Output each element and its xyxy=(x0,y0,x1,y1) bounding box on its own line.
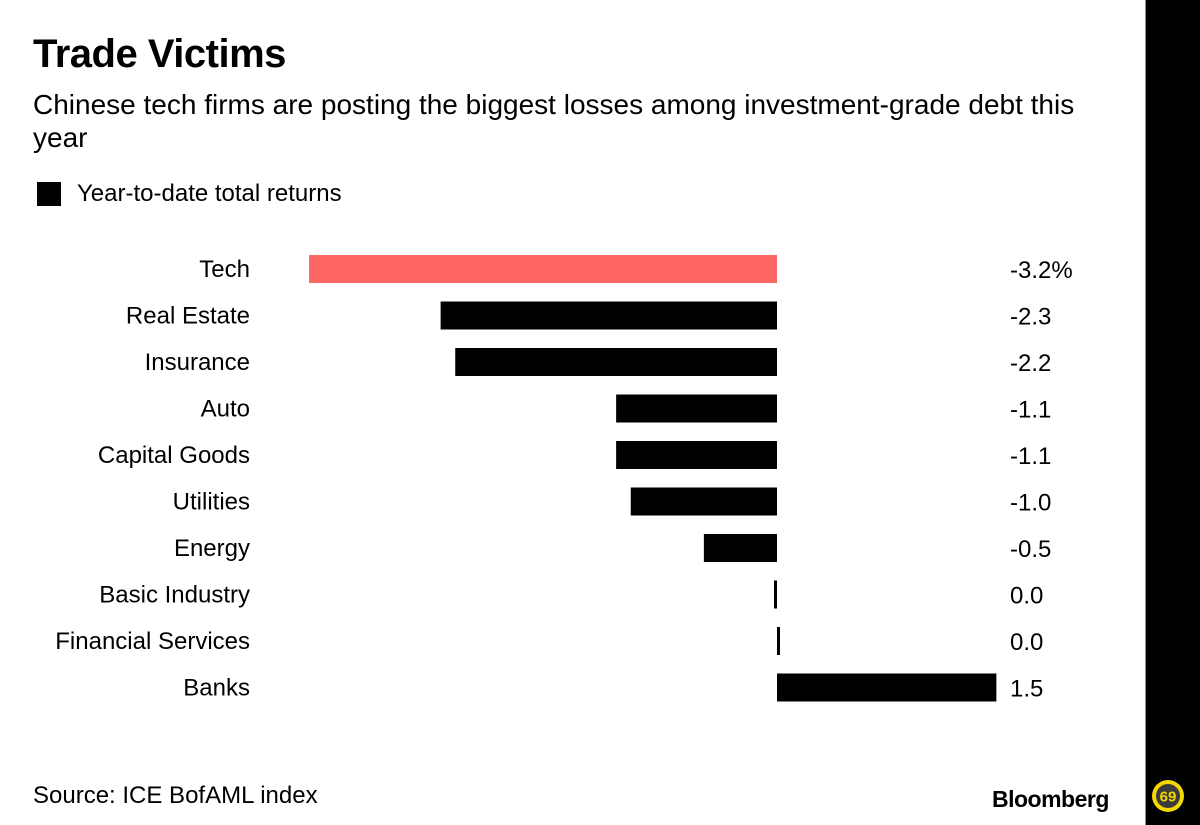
bar xyxy=(455,348,777,376)
category-label: Real Estate xyxy=(126,303,250,330)
bar xyxy=(309,255,777,283)
value-label: 0.0 xyxy=(1010,583,1043,610)
chart-subtitle: Chinese tech firms are posting the bigge… xyxy=(33,89,1075,153)
category-label: Energy xyxy=(174,535,250,562)
bar xyxy=(777,673,997,702)
bar xyxy=(703,534,777,562)
bar-chart: Tech -3.2% Real Estate -2.3 Insurance -2.2 Aut… xyxy=(55,255,1073,703)
category-label: Banks xyxy=(183,675,250,702)
svg-text:69: 69 xyxy=(1160,789,1177,806)
legend: Year-to-date total returns xyxy=(37,180,342,208)
bar xyxy=(774,580,777,609)
value-label: -2.3 xyxy=(1010,304,1051,331)
legend-label: Year-to-date total returns xyxy=(77,180,342,207)
side-strip xyxy=(1145,0,1200,825)
category-label: Utilities xyxy=(173,489,250,516)
value-label: 1.5 xyxy=(1010,676,1043,703)
source-note: Source: ICE BofAML index xyxy=(33,782,318,809)
bloomberg-logo: Bloomberg xyxy=(992,786,1109,812)
bar xyxy=(777,627,780,655)
category-label: Capital Goods xyxy=(98,442,250,469)
category-label: Tech xyxy=(199,256,250,283)
bar xyxy=(616,394,777,423)
bloomberg-badge-icon: 69 xyxy=(1152,780,1184,812)
category-label: Financial Services xyxy=(55,628,250,655)
category-label: Insurance xyxy=(145,349,250,376)
bar xyxy=(440,301,777,330)
bar xyxy=(630,487,777,516)
value-label: -1.0 xyxy=(1010,490,1051,517)
value-label: -3.2% xyxy=(1010,257,1073,284)
value-label: -0.5 xyxy=(1010,536,1051,563)
value-label: -1.1 xyxy=(1010,443,1051,470)
legend-swatch xyxy=(37,182,61,206)
chart-title: Trade Victims xyxy=(33,32,286,76)
bar xyxy=(616,441,777,469)
value-label: -2.2 xyxy=(1010,350,1051,377)
category-label: Basic Industry xyxy=(99,582,250,609)
value-label: 0.0 xyxy=(1010,629,1043,656)
value-label: -1.1 xyxy=(1010,397,1051,424)
category-label: Auto xyxy=(201,396,250,423)
